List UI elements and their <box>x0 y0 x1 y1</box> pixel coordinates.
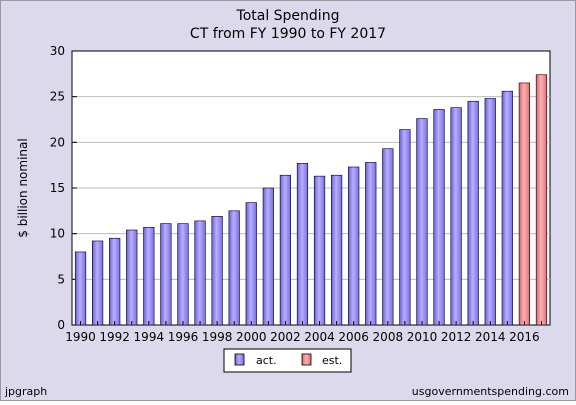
bar-2011-act <box>433 109 445 326</box>
legend-label-act: act. <box>256 354 277 367</box>
x-axis-ticks: 1990 1992 1994 1996 1998 2000 2002 2004 2006 2008… <box>65 321 542 344</box>
bar-1993-act <box>126 229 138 326</box>
y-axis-label: $ billion nominal <box>16 138 30 237</box>
bar-2015-act <box>501 90 513 326</box>
bar-2003-act <box>296 163 309 326</box>
legend: act. est. <box>223 348 352 373</box>
bar-2017-est <box>535 74 548 326</box>
y-tick-label: 10 <box>50 227 65 241</box>
bar-1998-act <box>211 216 223 326</box>
x-tick-label: 2006 <box>338 330 369 344</box>
footer-right-credit: usgovernmentspending.com <box>412 385 569 398</box>
bar-1992-act <box>109 237 121 326</box>
legend-swatch-act <box>234 353 245 366</box>
x-tick-label: 2016 <box>509 330 540 344</box>
bar-1996-act <box>177 223 189 326</box>
x-tick-label: 2000 <box>236 330 267 344</box>
bar-1999-act <box>228 210 240 326</box>
x-tick-label: 1990 <box>65 330 96 344</box>
y-tick-label: 5 <box>57 272 65 286</box>
bar-2008-act <box>382 148 394 326</box>
bar-2004-act <box>313 175 326 326</box>
x-tick-label: 2004 <box>304 330 335 344</box>
y-tick-label: 20 <box>50 135 65 149</box>
bar-2010-act <box>416 118 428 326</box>
bar-2007-act <box>365 162 377 326</box>
x-tick-label: 2002 <box>270 330 301 344</box>
bar-1997-act <box>194 220 206 326</box>
chart-subtitle: CT from FY 1990 to FY 2017 <box>190 26 386 42</box>
bar-2014-act <box>484 98 496 326</box>
y-axis-ticks: 0 5 10 15 20 25 30 <box>50 44 77 332</box>
bar-2012-act <box>450 107 462 326</box>
x-tick-label: 2012 <box>441 330 472 344</box>
bar-1994-act <box>143 226 155 326</box>
y-tick-label: 30 <box>50 44 65 58</box>
x-tick-label: 2008 <box>373 330 404 344</box>
bar-2005-act <box>331 174 343 326</box>
bar-2013-act <box>467 100 479 326</box>
bar-1990-act <box>74 251 87 326</box>
x-tick-label: 1992 <box>99 330 130 344</box>
bar-2016-est <box>518 82 530 326</box>
x-tick-label: 1996 <box>168 330 199 344</box>
bar-2001-act <box>262 187 274 326</box>
footer-left-credit: jpgraph <box>4 385 47 398</box>
x-tick-label: 2014 <box>475 330 506 344</box>
bar-2000-act <box>245 202 257 326</box>
bar-2002-act <box>279 174 291 326</box>
bar-2006-act <box>348 166 360 326</box>
legend-box <box>223 348 352 373</box>
bar-2009-act <box>399 129 411 326</box>
bar-1995-act <box>160 223 172 326</box>
legend-label-est: est. <box>322 354 342 367</box>
y-tick-label: 0 <box>57 318 65 332</box>
chart-title: Total Spending <box>236 8 340 24</box>
x-tick-label: 1998 <box>202 330 233 344</box>
bar-1991-act <box>92 240 104 326</box>
y-tick-label: 15 <box>50 181 65 195</box>
x-tick-label: 2010 <box>407 330 438 344</box>
x-tick-label: 1994 <box>134 330 165 344</box>
legend-swatch-est <box>301 353 312 366</box>
y-tick-label: 25 <box>50 90 65 104</box>
